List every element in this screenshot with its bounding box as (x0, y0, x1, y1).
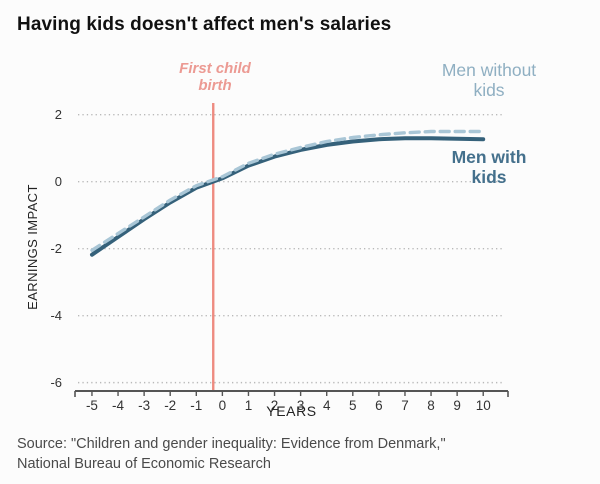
x-tick-label: 8 (427, 398, 435, 413)
x-tick-label: 3 (297, 398, 305, 413)
x-tick-label: 4 (323, 398, 331, 413)
x-tick-label: 10 (476, 398, 491, 413)
x-tick-label: 2 (271, 398, 279, 413)
x-tick-label: 6 (375, 398, 383, 413)
x-tick-label: 7 (401, 398, 409, 413)
x-tick-label: -3 (138, 398, 150, 413)
x-tick-label: -2 (164, 398, 176, 413)
x-tick-label: -5 (86, 398, 98, 413)
x-tick-label: -1 (190, 398, 202, 413)
y-tick-label: -6 (50, 375, 62, 390)
x-tick-label: -4 (112, 398, 124, 413)
legend-men-without-kids: Men without kids (441, 60, 537, 100)
y-tick-label: 2 (55, 107, 62, 122)
men-with-kids-line (90, 136, 486, 257)
men-without-kids-line (90, 129, 485, 253)
chart-title: Having kids doesn't affect men's salarie… (17, 14, 392, 35)
y-tick-label: -2 (50, 241, 62, 256)
first-child-birth-annotation: First child birth (179, 60, 251, 94)
x-tick-label: 0 (219, 398, 227, 413)
y-axis-title: EARNINGS IMPACT (25, 184, 40, 310)
x-tick-label: 1 (245, 398, 253, 413)
x-tick-label: 5 (349, 398, 357, 413)
legend-men-with-kids: Men with kids (451, 147, 527, 187)
x-tick-label: 9 (453, 398, 461, 413)
x-axis-title: YEARS (266, 403, 317, 419)
y-tick-label: 0 (55, 174, 62, 189)
source-note: Source: "Children and gender inequality:… (17, 436, 446, 472)
y-tick-label: -4 (50, 308, 62, 323)
